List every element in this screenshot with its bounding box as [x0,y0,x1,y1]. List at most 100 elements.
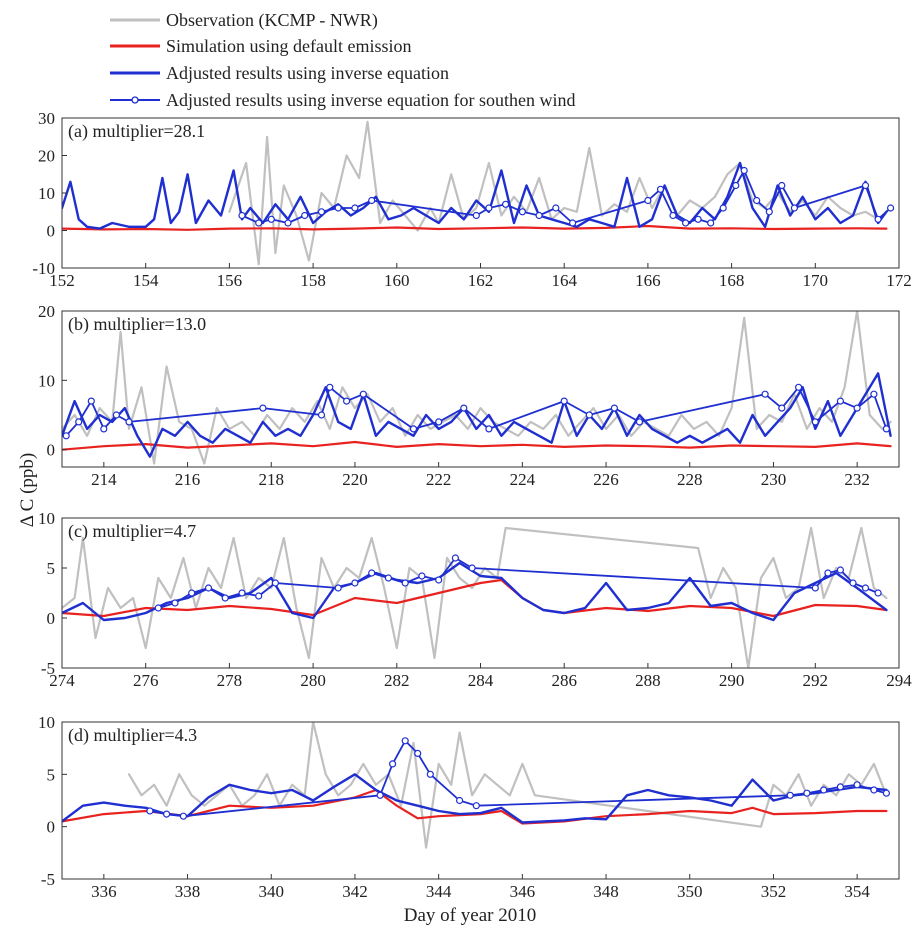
panel-b-marker-adjusted-southern [317,411,326,419]
panel-a-series-simulation [62,224,888,231]
legend-label-observation: Observation (KCMP - NWR) [166,10,378,31]
panel-b-marker-adjusted-southern [882,425,891,433]
panel-d-y-tick-label: -5 [41,870,55,889]
panel-c-x-tick-label: 280 [300,671,326,690]
panel-c-marker-adjusted-southern [334,584,342,592]
panel-b-marker-adjusted-southern [259,404,267,412]
panel-b-x-tick-label: 214 [91,470,117,489]
panel-a-x-tick-label: 164 [551,271,577,290]
panel-c-marker-adjusted-southern [824,569,832,577]
panel-a-marker-adjusted-southern [552,204,560,212]
panel-a-x-tick-label: 166 [635,271,661,290]
panel-b: 214 216 218 220 222 224 226 228 230 232 0 10 20 (b) m… [38,302,900,489]
panel-b-marker-adjusted-southern [460,404,468,412]
panel-a-marker-adjusted-southern [732,181,740,190]
panel-c-y-tick-label: 0 [47,609,56,628]
panel-b-marker-adjusted-southern [778,404,786,412]
panel-a-marker-adjusted-southern [368,196,376,205]
panel-a-series-adjusted [62,161,888,230]
panel-b-marker-adjusted-southern [343,397,351,405]
panel-a-marker-adjusted-southern [861,181,870,190]
panel-a-marker-adjusted-southern [669,211,677,220]
panel-a-label: (a) multiplier=28.1 [68,121,205,142]
panel-a-marker-adjusted-southern [886,204,895,212]
panel-c-x-tick-label: 276 [133,671,159,690]
panel-a-x-tick-label: 162 [468,271,494,290]
panel-d-plot-area [62,722,891,849]
panel-b-y-tick-label: 10 [38,371,55,390]
panel-c-x-tick-label: 282 [384,671,410,690]
legend: Observation (KCMP - NWR) Simulation usin… [110,10,575,110]
panel-d-marker-adjusted-southern [820,786,828,794]
panel-d-marker-adjusted-southern [376,791,384,799]
panel-b-series-adjusted [62,372,892,458]
panel-c-marker-adjusted-southern [351,579,359,587]
panel-b-marker-adjusted-southern [794,383,803,391]
panel-b-x-tick-label: 220 [342,470,368,489]
legend-entry-observation: Observation (KCMP - NWR) [110,10,378,31]
panel-d-marker-adjusted-southern [882,789,891,797]
panel-d-x-tick-label: 348 [593,882,619,901]
panel-c-marker-adjusted-southern [468,564,476,572]
panel-c-marker-adjusted-southern [271,579,279,587]
panel-b-marker-adjusted-southern [435,418,443,426]
panel-d-marker-adjusted-southern [146,807,154,815]
panel-a-marker-adjusted-southern [656,185,665,193]
panel-a-x-tick-label: 170 [803,271,829,290]
panel-d-marker-adjusted-southern [389,760,397,768]
panel-b-x-tick-label: 222 [426,470,452,489]
panel-c-y-tick-label: 10 [38,509,55,528]
panel-c-marker-adjusted-southern [238,589,246,597]
panel-b-marker-adjusted-southern [112,411,121,419]
panel-d-series-adjusted [62,773,888,824]
panel-a-marker-adjusted-southern [317,208,326,216]
panel-d-x-tick-label: 352 [761,882,787,901]
panel-c-marker-adjusted-southern [255,592,263,600]
panel-c-marker-adjusted-southern [368,569,376,577]
panel-c-marker-adjusted-southern [188,589,196,597]
panel-d-x-tick-label: 342 [342,882,368,901]
panel-a-marker-adjusted-southern [681,219,690,227]
panel-c-x-tick-label: 288 [635,671,661,690]
panel-b-x-tick-label: 216 [175,470,201,489]
panel-a-x-tick-label: 160 [384,271,410,290]
legend-entry-simulation: Simulation using default emission [110,36,412,56]
y-axis-label: Δ C (ppb) [17,453,38,528]
legend-label-simulation: Simulation using default emission [166,36,412,56]
panel-c-marker-adjusted-southern [451,554,459,562]
panel-a-marker-adjusted-southern [518,208,527,216]
panel-a-y-tick-label: -10 [32,259,55,278]
panel-c-marker-adjusted-southern [811,584,819,592]
panel-a-y-tick-label: 30 [38,109,55,128]
panel-a-marker-adjusted-southern [284,219,292,227]
panel-b-marker-adjusted-southern [359,390,367,398]
panel-a-series-adjusted-southern [241,169,892,224]
legend-label-adjusted-southern: Adjusted results using inverse equation … [166,90,575,110]
panel-b-marker-adjusted-southern [836,397,845,405]
panel-d-x-tick-label: 344 [426,882,452,901]
panel-a-marker-adjusted-southern [502,200,510,208]
panel-a-y-tick-label: 10 [38,184,55,203]
panel-d-marker-adjusted-southern [426,770,434,778]
panel-c-marker-adjusted-southern [221,594,229,602]
panel-a-y-tick-label: 20 [38,147,55,166]
panel-b-marker-adjusted-southern [62,432,70,440]
panel-a-x-tick-label: 152 [49,271,75,290]
panel-c: 274 276 278 280 282 284 286 288 290 292 294 -5 0 5 10 (… [38,509,912,690]
legend-entry-adjusted-southern: Adjusted results using inverse equation … [110,90,575,110]
panel-a-marker-adjusted-southern [238,211,246,220]
panel-c-marker-adjusted-southern [204,584,213,592]
panel-b-marker-adjusted-southern [326,383,334,391]
panel-a-marker-adjusted-southern [765,208,773,216]
panel-a-marker-adjusted-southern [790,204,799,212]
legend-label-adjusted: Adjusted results using inverse equation [166,63,449,83]
panel-d-marker-adjusted-southern [401,737,409,745]
panel-b-marker-adjusted-southern [585,411,593,419]
panel-d-label: (d) multiplier=4.3 [68,725,197,746]
panel-b-series-observation [62,311,892,465]
panel-d-marker-adjusted-southern [456,796,464,805]
panel-b-marker-adjusted-southern [635,418,644,426]
panel-b-marker-adjusted-southern [761,390,769,398]
panel-c-marker-adjusted-southern [849,579,857,587]
panel-c-x-tick-label: 274 [49,671,75,690]
